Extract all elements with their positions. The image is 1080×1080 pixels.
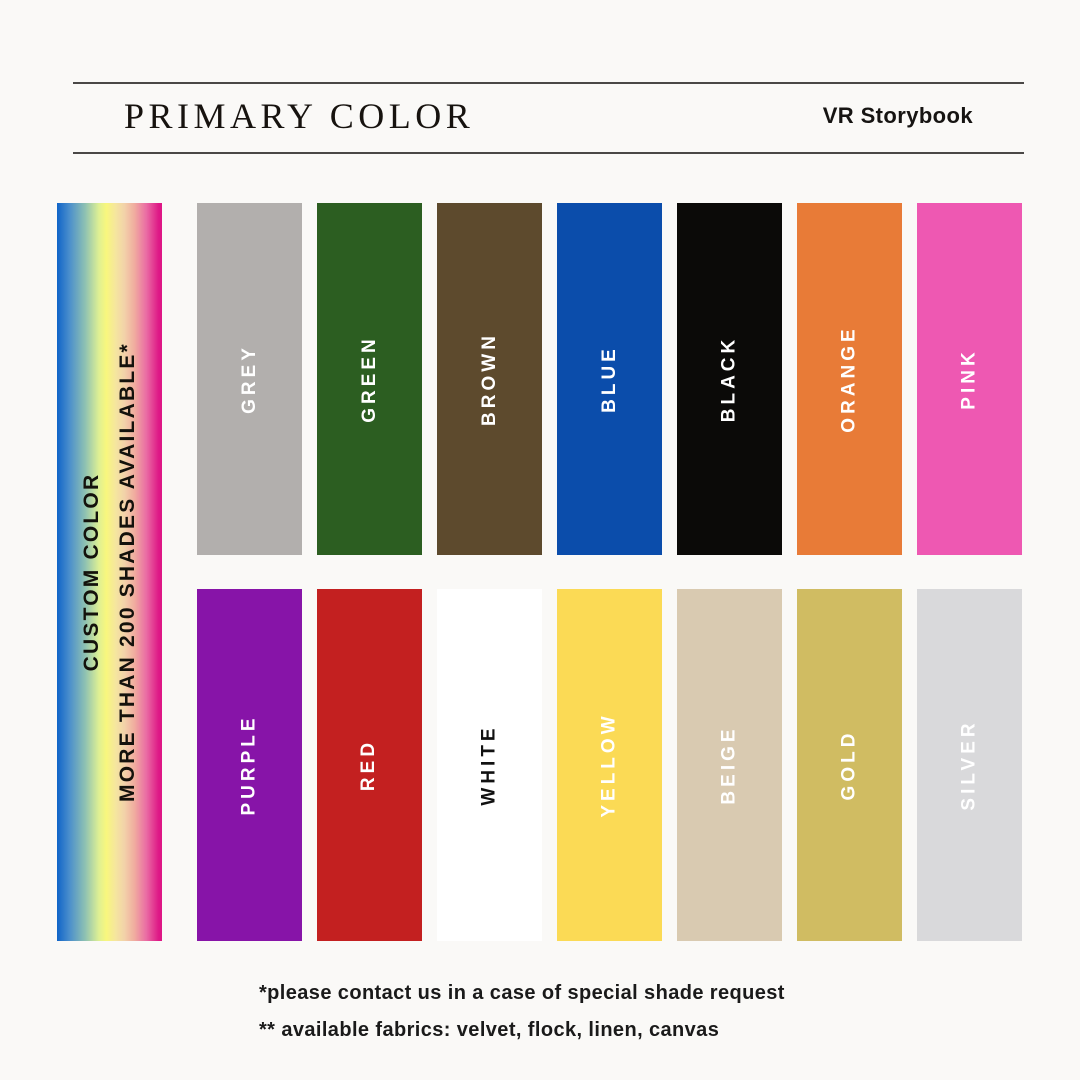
swatch-label: YELLOW (598, 712, 620, 818)
swatch-label: SILVER (958, 719, 980, 811)
custom-color-gradient-bar: CUSTOM COLOR MORE THAN 200 SHADES AVAILA… (57, 203, 162, 941)
footnote-available-fabrics: ** available fabrics: velvet, flock, lin… (259, 1019, 720, 1041)
swatch-label: RED (358, 738, 380, 792)
brand-name: VR Storybook (822, 103, 973, 128)
swatch-pink: PINK (917, 203, 1022, 555)
custom-color-caption-line1: CUSTOM COLOR (79, 472, 103, 672)
header-rule-bottom (73, 152, 1024, 154)
swatch-label: BROWN (478, 332, 500, 426)
swatch-label: PURPLE (238, 714, 260, 816)
header-rule-top (73, 82, 1024, 84)
swatch-label: BLACK (718, 335, 740, 423)
swatch-label: ORANGE (838, 325, 860, 433)
swatch-white: WHITE (437, 589, 542, 941)
swatch-purple: PURPLE (197, 589, 302, 941)
swatch-label: GOLD (838, 729, 860, 801)
swatch-label: GREEN (358, 335, 380, 423)
swatch-grey: GREY (197, 203, 302, 555)
swatch-label: WHITE (478, 724, 500, 806)
swatch-red: RED (317, 589, 422, 941)
swatch-gold: GOLD (797, 589, 902, 941)
swatch-blue: BLUE (557, 203, 662, 555)
swatch-silver: SILVER (917, 589, 1022, 941)
swatch-orange: ORANGE (797, 203, 902, 555)
swatch-beige: BEIGE (677, 589, 782, 941)
footnotes: *please contact us in a case of special … (259, 975, 785, 1049)
custom-color-caption-line2: MORE THAN 200 SHADES AVAILABLE* (115, 342, 139, 802)
page-title: PRIMARY COLOR (124, 96, 475, 136)
swatch-brown: BROWN (437, 203, 542, 555)
swatch-label: BLUE (598, 345, 620, 413)
swatch-label: PINK (958, 348, 980, 410)
swatch-yellow: YELLOW (557, 589, 662, 941)
swatch-label: BEIGE (718, 725, 740, 805)
swatch-grid: GREY GREEN BROWN BLUE BLACK ORANGE PINK PURPLE R… (197, 203, 1022, 941)
swatch-black: BLACK (677, 203, 782, 555)
footnote-special-shade: *please contact us in a case of special … (259, 982, 785, 1004)
custom-color-caption: CUSTOM COLOR MORE THAN 200 SHADES AVAILA… (74, 262, 146, 882)
swatch-label: GREY (238, 344, 260, 414)
swatch-green: GREEN (317, 203, 422, 555)
